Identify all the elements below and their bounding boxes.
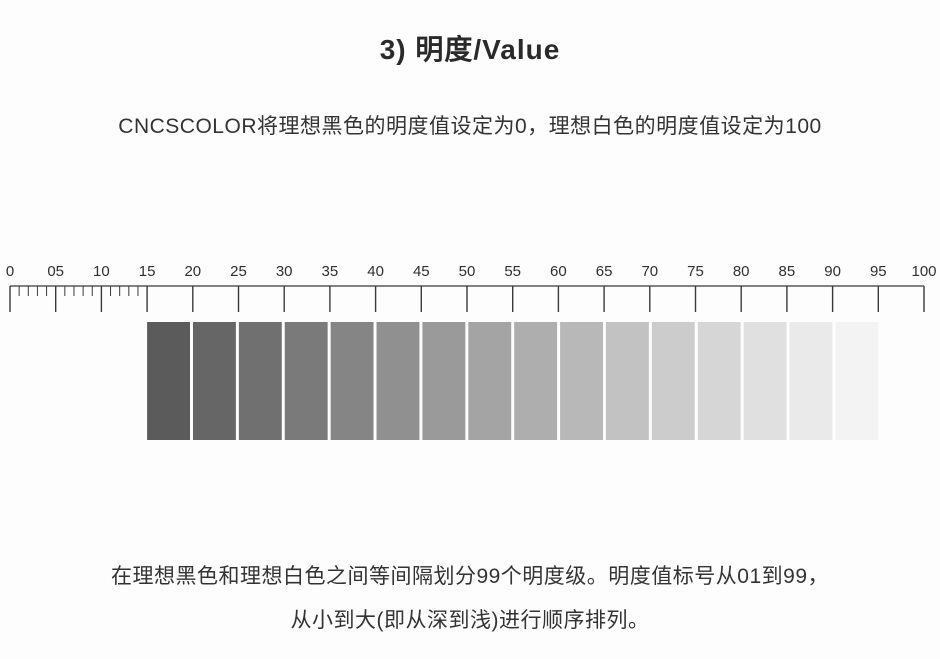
tick-label: 30 <box>276 263 293 280</box>
tick-label: 85 <box>779 263 796 280</box>
value-swatch <box>606 322 649 440</box>
value-swatch <box>514 322 557 440</box>
tick-label: 75 <box>687 263 704 280</box>
tick-label: 10 <box>93 263 110 280</box>
tick-label: 50 <box>459 263 476 280</box>
tick-label: 05 <box>47 263 64 280</box>
tick-label: 20 <box>184 263 201 280</box>
footer-line-2: 从小到大(即从深到浅)进行顺序排列。 <box>0 604 940 634</box>
value-swatch <box>744 322 787 440</box>
tick-label: 15 <box>139 263 156 280</box>
tick-label: 45 <box>413 263 430 280</box>
value-scale-diagram: 0 05 10 15 20 25 30 35 40 45 50 55 60 65 70 75 80 85 90 95 1… <box>0 256 940 476</box>
value-swatch <box>422 322 465 440</box>
footer-line-1: 在理想黑色和理想白色之间等间隔划分99个明度级。明度值标号从01到99， <box>0 560 940 590</box>
tick-label: 40 <box>367 263 384 280</box>
tick-label: 90 <box>824 263 841 280</box>
value-swatch <box>652 322 695 440</box>
tick-label: 80 <box>733 263 750 280</box>
value-swatch <box>790 322 833 440</box>
section-title: 3) 明度/Value <box>0 0 940 68</box>
value-swatch <box>285 322 328 440</box>
tick-label: 60 <box>550 263 567 280</box>
value-swatch <box>377 322 420 440</box>
value-swatch <box>835 322 878 440</box>
tick-label: 100 <box>911 263 936 280</box>
tick-label: 0 <box>6 263 14 280</box>
tick-label: 55 <box>504 263 521 280</box>
tick-label: 70 <box>641 263 658 280</box>
value-swatch <box>193 322 236 440</box>
value-swatch <box>239 322 282 440</box>
tick-label: 65 <box>596 263 613 280</box>
tick-label: 95 <box>870 263 887 280</box>
value-swatch <box>331 322 374 440</box>
value-swatch <box>147 322 190 440</box>
section-description: CNCSCOLOR将理想黑色的明度值设定为0，理想白色的明度值设定为100 <box>0 110 940 140</box>
tick-label: 25 <box>230 263 247 280</box>
tick-label: 35 <box>322 263 339 280</box>
value-swatch <box>698 322 741 440</box>
value-scale-svg: 0 05 10 15 20 25 30 35 40 45 50 55 60 65 70 75 80 85 90 95 1… <box>0 256 940 476</box>
value-swatch <box>468 322 511 440</box>
value-swatch <box>560 322 603 440</box>
